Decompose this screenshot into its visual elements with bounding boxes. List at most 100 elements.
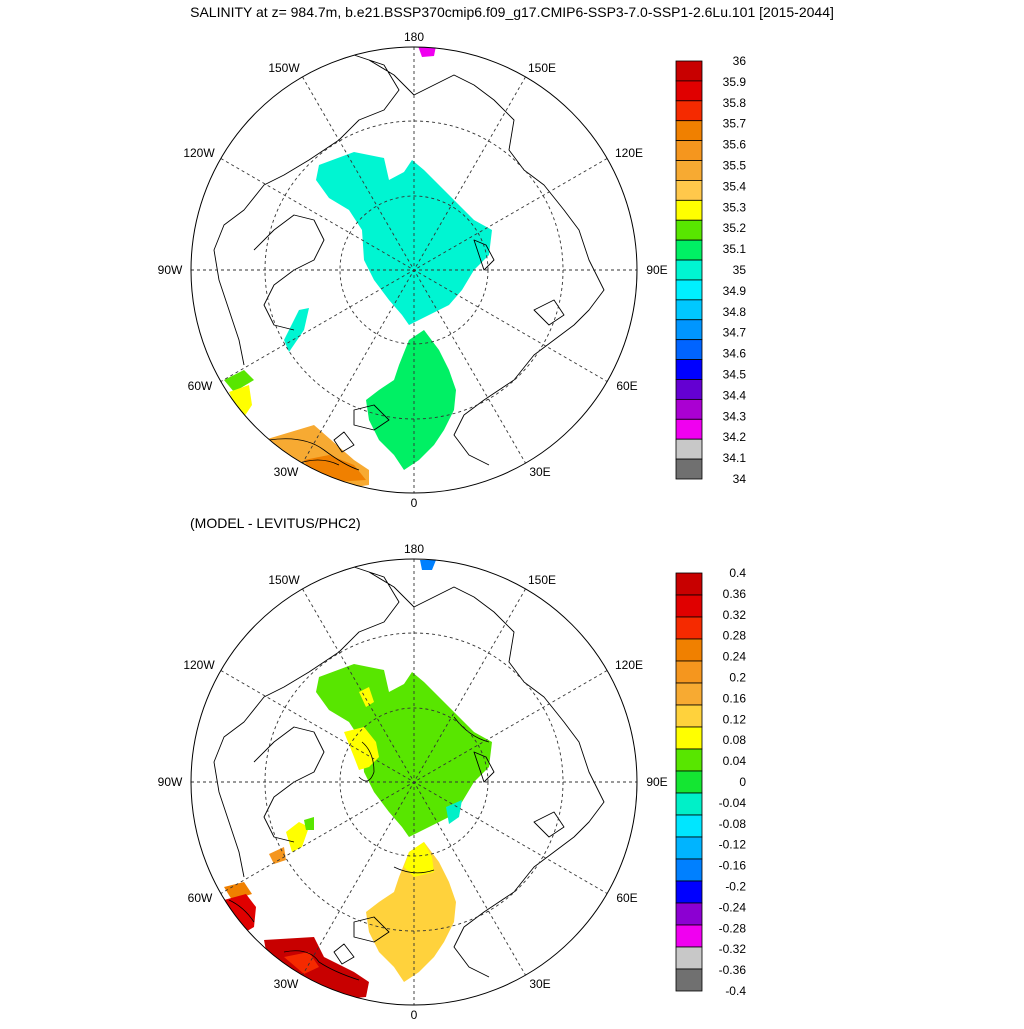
bottom-field-baffin-yellow (286, 822, 309, 852)
bottom-field-nordic-seas (366, 842, 456, 982)
top-graticule (191, 47, 637, 493)
bottom-lon-label: 60W (188, 891, 213, 905)
bottom-colorbar-box (675, 814, 703, 838)
bottom-map-rim (190, 558, 638, 1006)
top-colorbar-label: 35.8 (723, 96, 747, 110)
bottom-colorbar-label: -0.12 (719, 838, 747, 852)
top-colorbar-box (675, 299, 703, 321)
bottom-colorbar-box (675, 616, 703, 640)
bottom-colorbar-label: 0.36 (723, 587, 747, 601)
top-colorbar-box (675, 398, 703, 420)
top-lon-label: 60E (616, 379, 637, 393)
bottom-polar-map: 180 150W 150E 120W 120E 90W 90E 60W 60E … (158, 542, 668, 1022)
bottom-colorbar-label: 0.2 (729, 671, 746, 685)
bottom-graticule (191, 559, 637, 1005)
top-colorbar-label: 34.6 (723, 347, 747, 361)
top-field-labrador-green (224, 370, 254, 392)
bottom-field-baffin-orange (269, 847, 286, 864)
top-colorbar-box (675, 359, 703, 380)
bottom-colorbar-box (675, 748, 703, 772)
bottom-lon-label: 150W (268, 573, 300, 587)
bottom-colorbar-label: -0.04 (719, 796, 747, 810)
top-coastline (213, 54, 605, 466)
bottom-contour-line (358, 741, 375, 782)
top-colorbar-box (675, 160, 703, 181)
bottom-field-baffin-green (304, 817, 314, 830)
bottom-colorbar-label: -0.2 (725, 880, 746, 894)
bottom-colorbar-box (675, 572, 703, 596)
top-colorbar-box (675, 120, 703, 142)
top-colorbar-label: 35.5 (723, 159, 747, 173)
top-colorbar-label: 34.1 (723, 451, 747, 465)
top-lon-label: 30W (274, 465, 299, 479)
top-lon-label: 90E (646, 263, 667, 277)
bottom-field-nordic-yellow (404, 842, 434, 877)
top-colorbar-box (675, 259, 703, 281)
bottom-colorbar-label: 0.08 (723, 733, 747, 747)
bottom-colorbar-label: 0.16 (723, 691, 747, 705)
bottom-colorbar-label: -0.16 (719, 859, 747, 873)
bottom-lon-label: 120E (615, 658, 643, 672)
top-colorbar-box (675, 60, 703, 82)
top-colorbar-label: 34.5 (723, 368, 747, 382)
top-lon-label: 150W (268, 61, 300, 75)
bottom-lon-label: 90W (158, 775, 183, 789)
bottom-colorbar-label: 0.4 (729, 566, 746, 580)
top-contour-line (268, 438, 360, 471)
bottom-colorbar-label: 0.32 (723, 608, 747, 622)
top-colorbar-label: 35 (733, 263, 747, 277)
bottom-field-atlantic-bright (284, 952, 319, 974)
top-colorbar-label: 34.3 (723, 409, 747, 423)
top-colorbar-box (675, 458, 703, 480)
top-colorbar-box (675, 219, 703, 241)
bottom-colorbar-label: -0.24 (719, 900, 747, 914)
bottom-field-labrador-red (224, 894, 256, 934)
bottom-field-atlantic-red (264, 937, 369, 1000)
top-colorbar-box (675, 239, 703, 261)
bottom-colorbar-label: -0.28 (719, 921, 747, 935)
top-colorbar-box (675, 339, 703, 360)
top-colorbar-label: 35.1 (723, 242, 747, 256)
bottom-colorbar-box (675, 836, 703, 860)
bottom-colorbar-box (675, 682, 703, 706)
top-field-atlantic-deep (304, 455, 366, 482)
bottom-colorbar-label: -0.08 (719, 817, 747, 831)
top-colorbar-box (675, 438, 703, 460)
bottom-colorbar-box (675, 792, 703, 816)
bottom-colorbar-label: 0.28 (723, 629, 747, 643)
bottom-lon-label: 180 (404, 542, 424, 556)
bottom-lon-label: 120W (183, 658, 215, 672)
bottom-lon-label: 150E (528, 573, 556, 587)
top-colorbar-box (675, 279, 703, 301)
top-colorbar-label: 35.7 (723, 117, 747, 131)
top-lon-label: 90W (158, 263, 183, 277)
bottom-colorbar-box (675, 902, 703, 926)
top-field-bering-blob (418, 47, 436, 57)
bottom-colorbar-label: 0.24 (723, 650, 747, 664)
top-lon-label: 120E (615, 146, 643, 160)
bottom-contour-line (228, 899, 255, 923)
top-colorbar-label: 34.9 (723, 284, 747, 298)
bottom-colorbar-box (675, 726, 703, 750)
top-colorbar-box (675, 140, 703, 161)
bottom-colorbar-label: 0.04 (723, 754, 747, 768)
top-colorbar-label: 34.8 (723, 305, 747, 319)
top-colorbar-label: 34.4 (723, 388, 747, 402)
bottom-colorbar-label: -0.4 (725, 984, 746, 998)
bottom-field-beaufort-yellow (344, 727, 379, 770)
bottom-lon-label: 30W (274, 977, 299, 991)
top-lon-label: 0 (411, 496, 418, 510)
top-colorbar-label: 35.3 (723, 200, 747, 214)
bottom-field-beaufort-yellow (359, 687, 374, 707)
bottom-colorbar-box (675, 660, 703, 684)
bottom-colorbar-box (675, 638, 703, 662)
bottom-colorbar-label: -0.32 (719, 942, 747, 956)
bottom-contour-line (283, 950, 360, 981)
bottom-colorbar-box (675, 704, 703, 728)
top-colorbar-box (675, 180, 703, 201)
top-colorbar-box (675, 100, 703, 122)
top-lon-label: 60W (188, 379, 213, 393)
bottom-colorbar-label: 0.12 (723, 712, 747, 726)
top-colorbar-label: 36 (733, 54, 747, 68)
figure-title: SALINITY at z= 984.7m, b.e21.BSSP370cmip… (190, 4, 834, 20)
